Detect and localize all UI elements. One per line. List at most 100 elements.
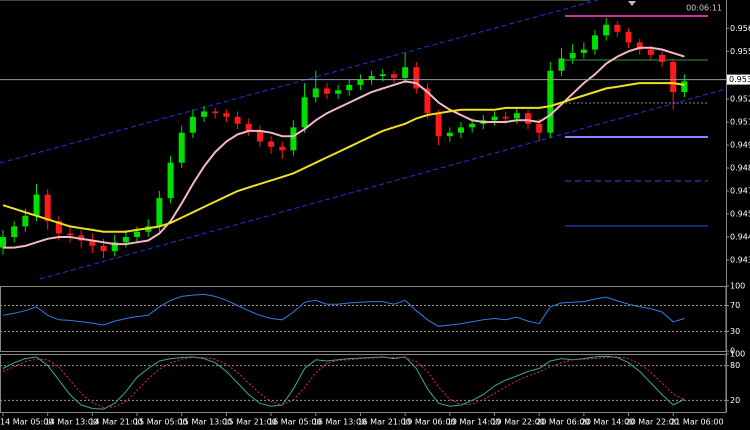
candle-body	[223, 113, 230, 117]
y-tick-label: 0.9551	[730, 47, 750, 56]
x-tick-label: 15 Mar 13:00	[179, 418, 232, 427]
y-tick-label: 100	[730, 282, 745, 291]
y-tick-label: 0.9564	[730, 24, 750, 33]
x-tick-label: 16 Mar 05:00	[268, 418, 321, 427]
candle-body	[346, 84, 353, 91]
candle-body	[11, 226, 18, 238]
y-tick-label: 0.9524	[730, 95, 750, 104]
countdown: 00:06:11	[686, 4, 722, 13]
indicator-line	[2, 293, 685, 327]
candle-body	[603, 24, 610, 36]
candle-body	[402, 67, 409, 78]
candle-body	[580, 49, 587, 54]
candle-body	[256, 130, 263, 142]
x-tick-label: 19 Mar 22:00	[491, 418, 544, 427]
candle-body	[457, 127, 464, 133]
x-tick-label: 21 Mar 06:00	[670, 418, 723, 427]
candle-body	[156, 198, 163, 227]
y-tick-label: 70	[730, 301, 740, 310]
candle-body	[491, 116, 498, 121]
x-tick-label: 20 Mar 14:00	[581, 418, 634, 427]
x-tick-label: 15 Mar 21:00	[223, 418, 276, 427]
candle-body	[279, 146, 286, 151]
candle-body	[201, 111, 208, 117]
last-price-box	[727, 74, 750, 85]
candle-body	[245, 123, 252, 131]
y-tick-label: 30	[730, 327, 740, 336]
candle-body	[33, 194, 40, 216]
candle-body	[212, 111, 219, 114]
candle-body	[636, 42, 643, 50]
candle-body	[547, 70, 554, 133]
x-tick-label: 14 Mar 05:00	[0, 418, 53, 427]
candle-body	[569, 53, 576, 59]
y-tick-label: 0.9511	[730, 118, 750, 127]
y-tick-label: 0.9498	[730, 141, 750, 150]
x-tick-label: 19 Mar 14:00	[447, 418, 500, 427]
y-tick-label: 0	[730, 347, 735, 356]
panel-frame	[0, 354, 727, 413]
candle-body	[357, 79, 364, 85]
candle-body	[536, 123, 543, 133]
x-tick-label: 16 Mar 13:00	[313, 418, 366, 427]
x-tick-label: 16 Mar 21:00	[357, 418, 410, 427]
candle-body	[312, 88, 319, 98]
shift-marker	[628, 1, 636, 6]
x-tick-label: 20 Mar 06:00	[536, 418, 589, 427]
candle-body	[234, 116, 241, 124]
y-tick-label: 0.9446	[730, 233, 750, 242]
candle-body	[167, 162, 174, 199]
y-tick-label: 80	[730, 361, 740, 370]
candle-body	[592, 35, 599, 50]
channel-lower	[39, 88, 727, 280]
candle-body	[647, 49, 654, 55]
candle-body	[178, 132, 185, 163]
x-tick-label: 19 Mar 06:00	[402, 418, 455, 427]
candle-body	[89, 240, 96, 246]
candle-body	[390, 74, 397, 78]
candle-body	[513, 113, 520, 119]
candle-body	[413, 67, 420, 89]
candle-body	[100, 245, 107, 252]
x-tick-label: 15 Mar 05:00	[134, 418, 187, 427]
candle-body	[44, 194, 51, 222]
candle-body	[189, 116, 196, 133]
candle-body	[268, 141, 275, 147]
indicator-line	[3, 46, 685, 249]
channel-upper	[0, 0, 599, 164]
candle-body	[134, 231, 141, 238]
candle-body	[290, 127, 297, 151]
candle-body	[558, 58, 565, 71]
y-tick-label: 0.9485	[730, 164, 750, 173]
candle-body	[67, 233, 74, 236]
candle-body	[323, 88, 330, 94]
x-tick-label: 14 Mar 13:00	[45, 418, 98, 427]
x-tick-label: 20 Mar 22:00	[626, 418, 679, 427]
candle-body	[0, 237, 6, 248]
x-tick-label: 14 Mar 21:00	[89, 418, 142, 427]
indicator-line	[2, 355, 685, 410]
candle-body	[659, 54, 666, 62]
candle-body	[122, 237, 129, 243]
candle-body	[301, 97, 308, 128]
candle-body	[446, 132, 453, 137]
candle-body	[22, 215, 29, 227]
candle-body	[502, 116, 509, 119]
candle-body	[379, 74, 386, 77]
candle-body	[614, 24, 621, 32]
candle-body	[424, 88, 431, 114]
candle-body	[368, 76, 375, 80]
candle-body	[625, 31, 632, 43]
y-tick-label: 0.9459	[730, 210, 750, 219]
candle-body	[435, 113, 442, 137]
indicator-line	[2, 82, 685, 233]
panel-frame	[0, 286, 727, 352]
last-price-label: 0.9535	[729, 75, 750, 84]
y-tick-label: 0.9433	[730, 256, 750, 265]
candle-body	[524, 113, 531, 124]
candle-body	[335, 90, 342, 94]
candle-body	[670, 61, 677, 92]
indicator-line	[2, 356, 685, 408]
candle-body	[469, 123, 476, 128]
